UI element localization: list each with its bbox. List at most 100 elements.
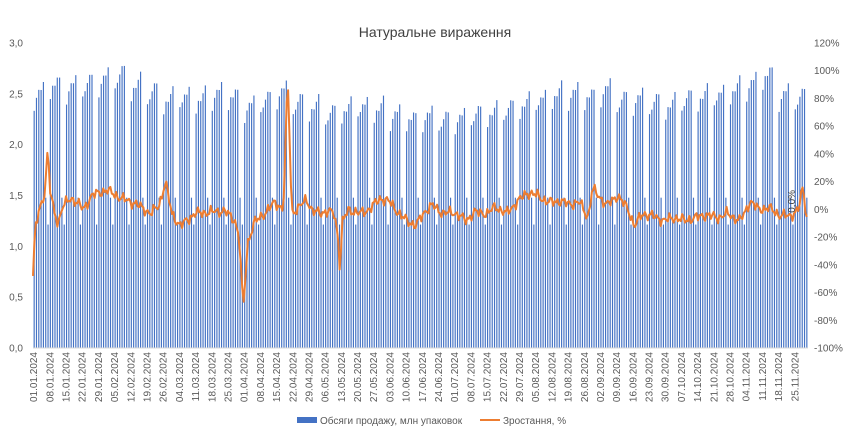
sales-bar [466, 197, 468, 348]
legend: Обсяги продажу, млн упаковок Зростання, … [297, 415, 566, 427]
sales-bar [119, 74, 121, 348]
sales-bar [574, 89, 577, 349]
sales-bar [382, 95, 385, 348]
sales-bar [33, 110, 35, 348]
x-tick-label: 24.06.2024 [434, 352, 445, 402]
chart-title: Натуральне вираження [359, 24, 511, 40]
sales-bar [503, 119, 505, 348]
sales-bar [207, 197, 209, 348]
sales-bar [500, 224, 503, 348]
sales-bar [672, 99, 674, 349]
sales-bar [487, 127, 489, 348]
x-tick-label: 29.07.2024 [515, 352, 526, 402]
sales-bar [355, 224, 357, 348]
sales-bar [528, 91, 530, 348]
y-right-tick-label: 120% [814, 39, 840, 50]
sales-bar [579, 197, 581, 348]
sales-bar [301, 94, 304, 348]
sales-bar [304, 197, 306, 348]
sales-bar [334, 105, 336, 348]
x-tick-label: 17.06.2024 [418, 352, 429, 402]
x-tick-label: 12.02.2024 [126, 352, 137, 402]
sales-bar [667, 107, 669, 348]
sales-bar [167, 101, 169, 348]
sales-bar [160, 224, 162, 348]
sales-bar [695, 224, 697, 348]
sales-bar [762, 89, 764, 348]
sales-bar [780, 99, 782, 348]
sales-bar [600, 107, 602, 348]
sales-bar [244, 122, 246, 348]
sales-bar [447, 112, 449, 348]
sales-bar [510, 100, 512, 348]
sales-bar [681, 110, 683, 349]
sales-bar [567, 110, 570, 348]
sales-bar [621, 99, 623, 348]
x-tick-label: 19.02.2024 [143, 352, 154, 402]
sales-bar [493, 107, 496, 348]
sales-bar [614, 224, 616, 348]
sales-bar [489, 114, 491, 348]
sales-bar [655, 94, 658, 348]
sales-bar [318, 94, 320, 349]
sales-bar [697, 111, 699, 348]
sales-bar [565, 224, 567, 348]
y-left-tick-label: 0,0 [9, 344, 23, 355]
sales-bar [133, 87, 135, 349]
sales-bar [288, 197, 290, 348]
sales-bar [431, 105, 433, 348]
sales-bar [98, 97, 100, 348]
sales-bar [68, 91, 70, 348]
sales-bar [662, 224, 664, 348]
sales-bar [204, 85, 206, 349]
sales-bar [65, 104, 68, 348]
sales-bar [683, 106, 685, 348]
sales-bar [165, 101, 167, 348]
sales-bar [669, 107, 671, 349]
sales-bar [507, 107, 509, 348]
sales-bar [429, 113, 431, 348]
x-tick-label: 12.08.2024 [547, 352, 558, 402]
sales-bar [170, 94, 172, 348]
sales-bar [209, 224, 211, 348]
sales-bar [223, 197, 225, 348]
sales-bar [364, 104, 366, 348]
x-tick-label: 06.05.2024 [321, 352, 332, 402]
sales-bar [549, 224, 551, 348]
x-axis: 01.01.2024 08.01.2024 15.01.2024 22.01.2024… [29, 352, 801, 402]
sales-bar [450, 197, 452, 348]
sales-bar [699, 98, 702, 348]
sales-bar [605, 86, 607, 348]
sales-bar [350, 96, 352, 348]
sales-bar [588, 97, 590, 348]
sales-bar [327, 120, 329, 349]
sales-bar [121, 66, 123, 349]
sales-bar [711, 224, 713, 348]
sales-bar [297, 101, 299, 348]
sales-bar [611, 197, 614, 348]
sales-bar [177, 224, 179, 348]
sales-bar [406, 131, 408, 348]
sales-bar [505, 115, 507, 348]
y-right-tick-label: 0% [814, 205, 829, 216]
x-tick-label: 02.09.2024 [596, 352, 607, 402]
sales-bar [591, 89, 593, 348]
sales-bar [186, 94, 188, 348]
sales-bar [803, 89, 806, 348]
sales-bar [72, 83, 75, 348]
sales-bar [725, 197, 727, 348]
sales-bar [255, 197, 257, 348]
sales-bar [49, 99, 51, 348]
sales-bar [748, 88, 750, 348]
sales-bar [625, 92, 627, 348]
sales-bar [554, 96, 556, 348]
sales-bar [283, 88, 285, 348]
sales-bar [676, 197, 678, 348]
sales-bar [315, 101, 317, 348]
bar-series-sales-volume [33, 65, 808, 349]
sales-bar [47, 224, 49, 348]
y-right-tick-label: -40% [814, 260, 837, 271]
sales-bar [123, 65, 125, 349]
sales-bar [454, 134, 456, 348]
sales-bar [461, 115, 463, 348]
